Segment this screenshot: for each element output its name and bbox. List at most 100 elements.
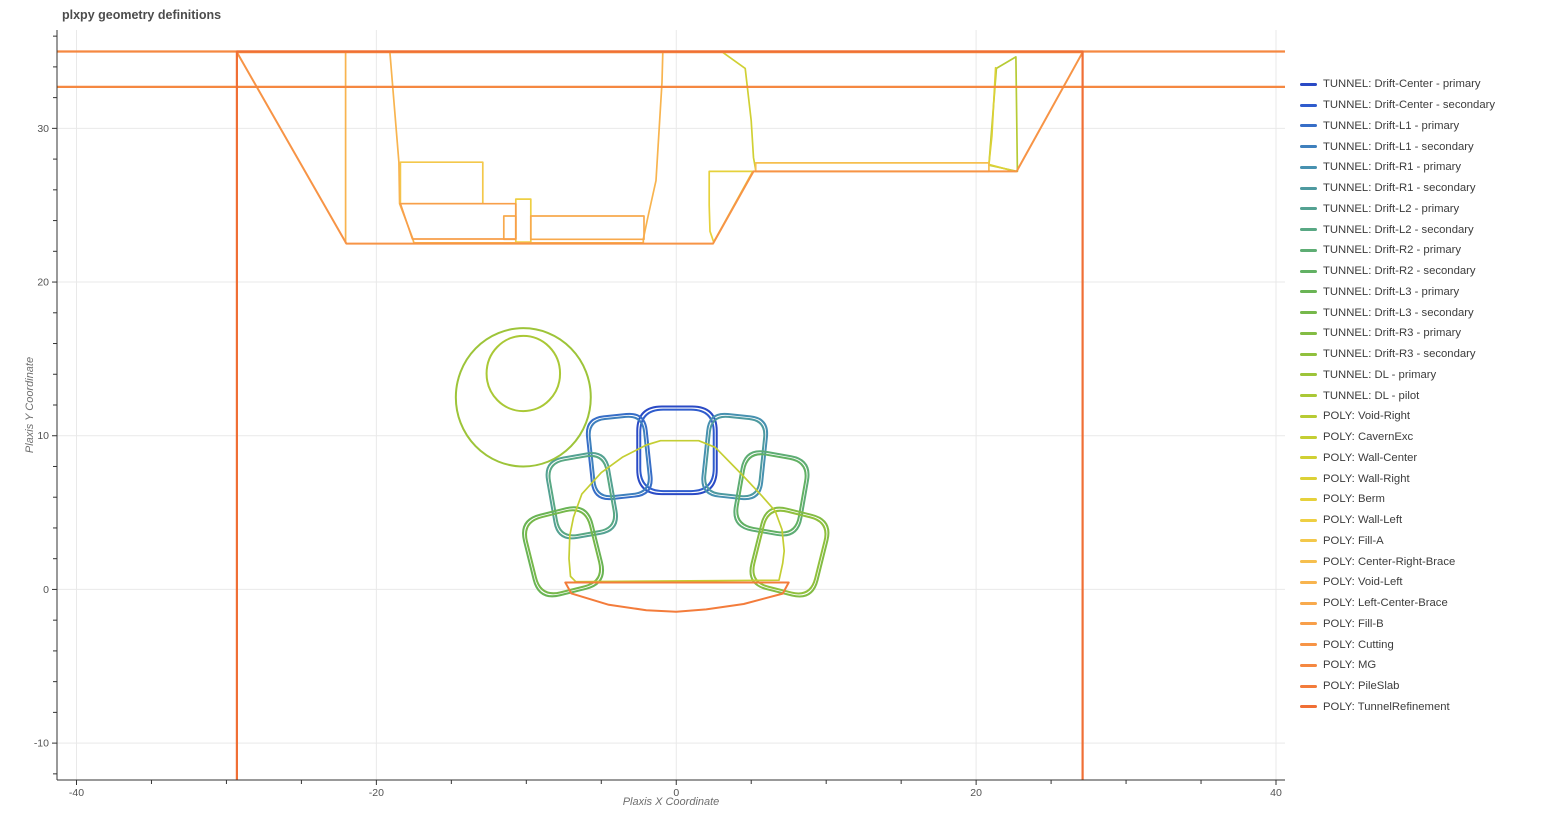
- series-tunnel-drift-l3-secondary: [525, 509, 602, 595]
- geometry-plot-canvas[interactable]: -40 -20 0 20 40 -10 0 10 20 30: [0, 0, 1290, 834]
- legend-line-swatch: [1300, 539, 1317, 543]
- legend-line-swatch: [1300, 477, 1317, 481]
- legend-item-tunnel-drift-center-primary[interactable]: TUNNEL: Drift-Center - primary: [1300, 74, 1495, 95]
- legend-item-poly-cutting[interactable]: POLY: Cutting: [1300, 634, 1495, 655]
- legend-item-poly-left-center-brace[interactable]: POLY: Left-Center-Brace: [1300, 593, 1495, 614]
- legend-line-swatch: [1300, 311, 1317, 315]
- x-tick-label--40: -40: [69, 787, 84, 799]
- legend-item-label: POLY: TunnelRefinement: [1323, 700, 1450, 713]
- plot-area[interactable]: [57, 30, 1285, 780]
- legend-item-label: TUNNEL: Drift-L1 - secondary: [1323, 140, 1474, 153]
- legend-item-label: POLY: Fill-A: [1323, 534, 1384, 547]
- series-poly-cavernexc: [568, 439, 786, 583]
- legend-item-label: POLY: PileSlab: [1323, 680, 1400, 693]
- legend-line-swatch: [1300, 207, 1317, 211]
- legend-item-tunnel-drift-l1-secondary[interactable]: TUNNEL: Drift-L1 - secondary: [1300, 136, 1495, 157]
- legend-line-swatch: [1300, 228, 1317, 232]
- legend-item-tunnel-dl-primary[interactable]: TUNNEL: DL - primary: [1300, 365, 1495, 386]
- legend-item-label: TUNNEL: Drift-L1 - primary: [1323, 119, 1460, 132]
- series-tunnel-drift-r3-primary: [749, 506, 830, 598]
- legend-item-poly-pileslab[interactable]: POLY: PileSlab: [1300, 676, 1495, 697]
- legend-line-swatch: [1300, 269, 1317, 273]
- legend-item-poly-wall-left[interactable]: POLY: Wall-Left: [1300, 510, 1495, 531]
- series-poly-wall-right: [988, 66, 1016, 173]
- x-tick-label-40: 40: [1270, 787, 1282, 799]
- legend-item-label: TUNNEL: Drift-R2 - primary: [1323, 244, 1462, 257]
- series-poly-pileslab: [564, 581, 790, 613]
- gridlines: [57, 30, 1285, 780]
- legend-item-tunnel-drift-l1-primary[interactable]: TUNNEL: Drift-L1 - primary: [1300, 116, 1495, 137]
- legend-item-tunnel-drift-r3-secondary[interactable]: TUNNEL: Drift-R3 - secondary: [1300, 344, 1495, 365]
- legend-line-swatch: [1300, 663, 1317, 667]
- legend-line-swatch: [1300, 394, 1317, 398]
- series-tunnel-drift-l1-primary: [585, 412, 653, 501]
- legend-line-swatch: [1300, 705, 1317, 709]
- legend-item-label: POLY: CavernExc: [1323, 431, 1414, 444]
- legend-item-poly-wall-center[interactable]: POLY: Wall-Center: [1300, 448, 1495, 469]
- series-tunnel-drift-l2-secondary: [548, 454, 616, 537]
- legend-item-label: TUNNEL: Drift-L2 - primary: [1323, 202, 1460, 215]
- legend-item-tunnel-drift-r1-secondary[interactable]: TUNNEL: Drift-R1 - secondary: [1300, 178, 1495, 199]
- tick-labels: -40 -20 0 20 40 -10 0 10 20 30: [34, 123, 1282, 799]
- page-title: plxpy geometry definitions: [62, 8, 222, 22]
- x-tick-label-0: 0: [673, 787, 679, 799]
- legend-item-poly-fill-b[interactable]: POLY: Fill-B: [1300, 614, 1495, 635]
- legend-item-tunnel-drift-l2-primary[interactable]: TUNNEL: Drift-L2 - primary: [1300, 199, 1495, 220]
- legend: TUNNEL: Drift-Center - primary TUNNEL: Dr…: [1300, 74, 1496, 718]
- series-tunnel-dl-primary: [454, 327, 592, 468]
- legend-item-label: TUNNEL: Drift-R3 - primary: [1323, 327, 1462, 340]
- legend-item-label: TUNNEL: DL - primary: [1323, 368, 1437, 381]
- legend-item-poly-center-right-brace[interactable]: POLY: Center-Right-Brace: [1300, 551, 1495, 572]
- legend-item-tunnel-drift-l3-secondary[interactable]: TUNNEL: Drift-L3 - secondary: [1300, 302, 1495, 323]
- legend-item-poly-berm[interactable]: POLY: Berm: [1300, 489, 1495, 510]
- y-tick-label-10: 10: [37, 430, 49, 442]
- legend-line-swatch: [1300, 290, 1317, 294]
- series-tunnel-drift-r1-primary: [701, 412, 769, 501]
- legend-item-label: POLY: MG: [1323, 659, 1377, 672]
- legend-item-tunnel-drift-center-secondary[interactable]: TUNNEL: Drift-Center - secondary: [1300, 95, 1495, 116]
- x-tick-label--20: -20: [369, 787, 384, 799]
- legend-item-tunnel-drift-l2-secondary[interactable]: TUNNEL: Drift-L2 - secondary: [1300, 219, 1495, 240]
- legend-item-poly-fill-a[interactable]: POLY: Fill-A: [1300, 531, 1495, 552]
- legend-item-tunnel-drift-r1-primary[interactable]: TUNNEL: Drift-R1 - primary: [1300, 157, 1495, 178]
- legend-item-label: TUNNEL: Drift-L2 - secondary: [1323, 223, 1474, 236]
- legend-line-swatch: [1300, 518, 1317, 522]
- y-tick-label-0: 0: [43, 584, 49, 596]
- series-tunnel-drift-l2-primary: [545, 451, 618, 540]
- legend-item-poly-tunnelrefinement[interactable]: POLY: TunnelRefinement: [1300, 697, 1495, 718]
- legend-line-swatch: [1300, 580, 1317, 584]
- series-poly-berm: [708, 170, 754, 243]
- legend-item-tunnel-drift-r2-primary[interactable]: TUNNEL: Drift-R2 - primary: [1300, 240, 1495, 261]
- series-tunnel-drift-r3-secondary: [752, 509, 827, 595]
- legend-item-poly-wall-right[interactable]: POLY: Wall-Right: [1300, 468, 1495, 489]
- y-tick-label-20: 20: [37, 277, 49, 289]
- legend-item-tunnel-drift-r2-secondary[interactable]: TUNNEL: Drift-R2 - secondary: [1300, 261, 1495, 282]
- legend-item-poly-cavernexc[interactable]: POLY: CavernExc: [1300, 427, 1495, 448]
- legend-item-label: POLY: Cutting: [1323, 638, 1394, 651]
- legend-item-tunnel-drift-l3-primary[interactable]: TUNNEL: Drift-L3 - primary: [1300, 282, 1495, 303]
- series-tunnel-dl-pilot: [485, 334, 562, 413]
- legend-line-swatch: [1300, 165, 1317, 169]
- y-axis-title: Plaxis Y Coordinate: [24, 356, 36, 454]
- legend-line-swatch: [1300, 560, 1317, 564]
- legend-item-poly-void-right[interactable]: POLY: Void-Right: [1300, 406, 1495, 427]
- legend-item-poly-void-left[interactable]: POLY: Void-Left: [1300, 572, 1495, 593]
- series-tunnel-drift-l3-primary: [522, 506, 604, 598]
- legend-line-swatch: [1300, 124, 1317, 128]
- legend-line-swatch: [1300, 497, 1317, 501]
- legend-item-label: POLY: Void-Left: [1323, 576, 1403, 589]
- legend-item-label: POLY: Wall-Right: [1323, 472, 1410, 485]
- legend-item-label: TUNNEL: Drift-R1 - secondary: [1323, 182, 1476, 195]
- legend-item-label: TUNNEL: Drift-R3 - secondary: [1323, 348, 1476, 361]
- series-shapes: [57, 50, 1285, 780]
- legend-line-swatch: [1300, 622, 1317, 626]
- legend-line-swatch: [1300, 145, 1317, 149]
- legend-item-label: TUNNEL: Drift-R1 - primary: [1323, 161, 1462, 174]
- legend-item-tunnel-dl-pilot[interactable]: TUNNEL: DL - pilot: [1300, 385, 1495, 406]
- legend-line-swatch: [1300, 601, 1317, 605]
- legend-item-poly-mg[interactable]: POLY: MG: [1300, 655, 1495, 676]
- legend-item-tunnel-drift-r3-primary[interactable]: TUNNEL: Drift-R3 - primary: [1300, 323, 1495, 344]
- legend-line-swatch: [1300, 352, 1317, 356]
- legend-item-label: TUNNEL: Drift-L3 - primary: [1323, 285, 1460, 298]
